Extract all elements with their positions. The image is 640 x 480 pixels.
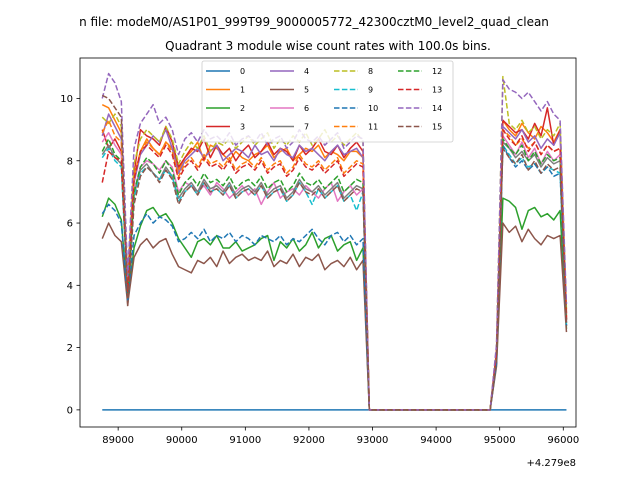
x-tick-label: 95000 — [484, 435, 516, 446]
series-line-15 — [101, 94, 568, 411]
x-tick-label: 93000 — [357, 435, 389, 446]
suptitle: n file: modeM0/AS1P01_999T99_9000005772_… — [79, 15, 549, 29]
x-tick-label: 91000 — [229, 435, 261, 446]
series-line-7 — [101, 141, 568, 411]
legend-frame — [201, 60, 454, 143]
x-tick-label: 90000 — [166, 435, 198, 446]
legend-label-4: 4 — [304, 67, 309, 76]
legend-label-1: 1 — [240, 86, 245, 95]
legend-label-11: 11 — [368, 123, 378, 132]
axes-layer: 89000 90000 91000 92000 93000 94000 95000 96000… — [60, 94, 579, 446]
y-tick-label: 4 — [67, 281, 73, 292]
x-tick-label: 92000 — [293, 435, 325, 446]
series-layer — [101, 72, 568, 411]
legend-label-9: 9 — [368, 86, 373, 95]
y-tick-label: 0 — [67, 405, 73, 416]
y-tick-label: 8 — [67, 156, 73, 167]
legend-label-8: 8 — [368, 67, 373, 76]
x-offset-label: +4.279e8 — [526, 458, 576, 469]
legend-label-0: 0 — [240, 67, 245, 76]
legend-label-10: 10 — [368, 104, 378, 113]
chart-title: Quadrant 3 module wise count rates with … — [165, 39, 491, 53]
plot-frame — [79, 57, 577, 428]
legend-label-12: 12 — [432, 67, 442, 76]
series-line-12 — [101, 138, 568, 411]
legend-label-6: 6 — [304, 104, 309, 113]
legend-label-7: 7 — [304, 123, 309, 132]
x-tick-label: 94000 — [420, 435, 452, 446]
legend-label-14: 14 — [432, 104, 442, 113]
series-line-14 — [101, 72, 568, 411]
x-tick-label: 96000 — [547, 435, 579, 446]
legend-label-15: 15 — [432, 123, 442, 132]
legend-label-5: 5 — [304, 86, 309, 95]
y-tick-label: 10 — [60, 94, 73, 105]
series-line-2 — [101, 197, 568, 411]
x-tick-label: 89000 — [102, 435, 134, 446]
y-tick-label: 2 — [67, 343, 73, 354]
legend-label-2: 2 — [240, 104, 245, 113]
legend-label-3: 3 — [240, 123, 245, 132]
legend-label-13: 13 — [432, 86, 442, 95]
y-tick-label: 6 — [67, 219, 73, 230]
